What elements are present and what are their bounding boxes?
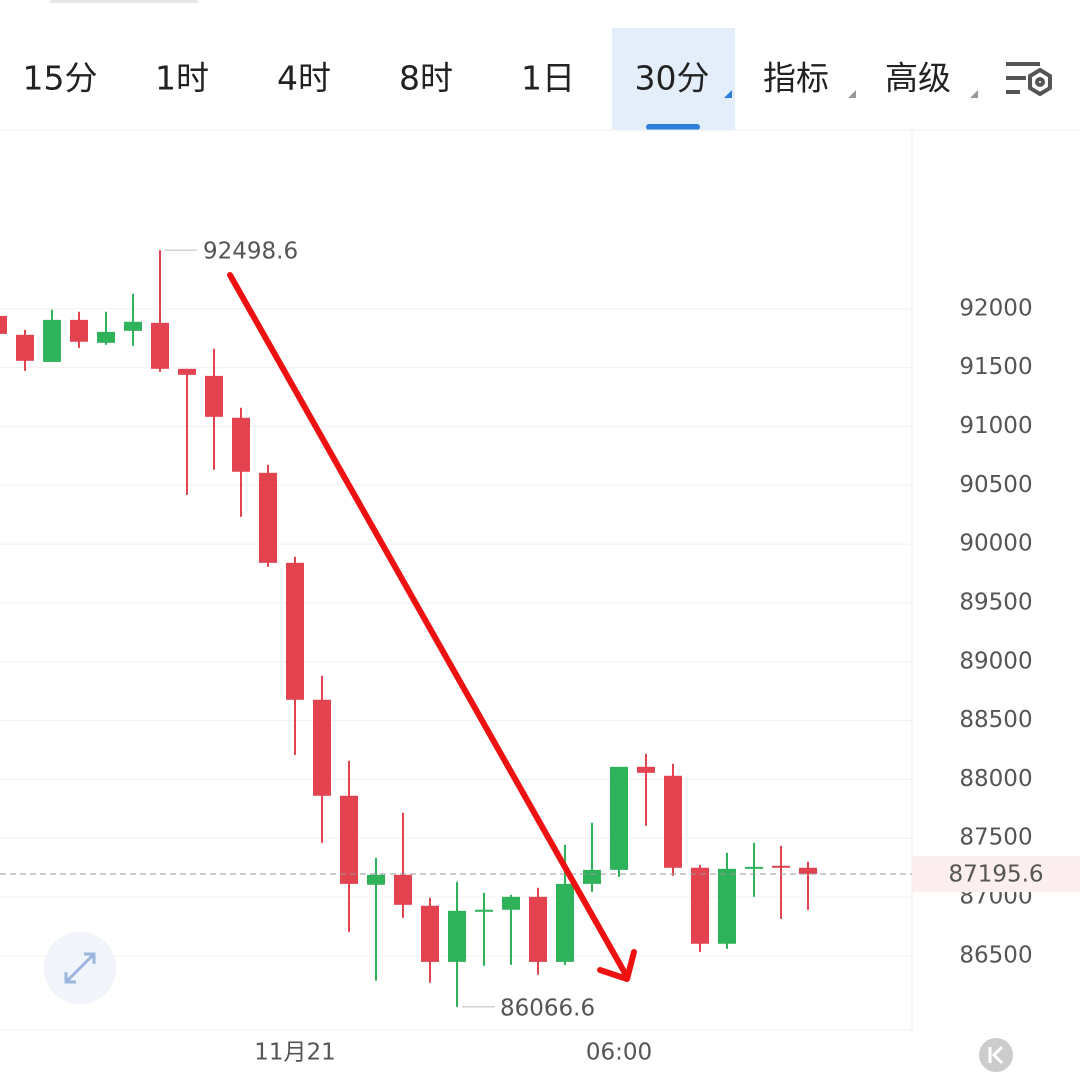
tab-dropdown-mark	[970, 90, 978, 98]
candle-body	[124, 321, 142, 331]
y-tick-label: 92000	[959, 295, 1032, 321]
max-label: 92498.6	[203, 239, 298, 265]
candle-body	[97, 331, 115, 343]
settings-icon[interactable]	[1006, 62, 1052, 97]
tab[interactable]: 1时	[155, 59, 209, 98]
top-handle	[50, 0, 198, 3]
candle-body	[16, 334, 34, 361]
candle-body	[475, 909, 493, 912]
candle-body	[286, 562, 304, 700]
candle-body	[583, 869, 601, 884]
candle-body	[745, 866, 763, 869]
candle-body	[502, 896, 520, 910]
y-tick-label: 90000	[959, 531, 1032, 557]
active-tab-bg	[612, 28, 735, 130]
candle-body	[43, 319, 61, 362]
candle-body	[313, 699, 331, 796]
min-label: 86066.6	[500, 995, 595, 1021]
candle-body	[178, 368, 196, 375]
candle-body	[448, 910, 466, 962]
candle-body	[259, 472, 277, 563]
candle-body	[529, 896, 547, 962]
candle-body	[151, 322, 169, 369]
x-tick-label: 06:00	[586, 1040, 652, 1066]
tab[interactable]: 15分	[23, 59, 98, 98]
candle-body	[394, 874, 412, 905]
tab[interactable]: 高级	[885, 59, 951, 98]
candle-body	[637, 766, 655, 773]
tab-dropdown-mark	[848, 90, 856, 98]
trend-arrow-head	[597, 949, 637, 982]
candle-body	[205, 375, 223, 417]
tab-dropdown-mark	[724, 90, 732, 98]
y-tick-label: 90500	[959, 472, 1032, 498]
y-tick-label: 87500	[959, 825, 1032, 851]
x-tick-label: 11月21	[254, 1040, 336, 1066]
back-to-latest-button[interactable]	[979, 1038, 1013, 1072]
last-price-label: 87195.6	[948, 862, 1043, 888]
candle-body	[664, 775, 682, 868]
candle-body	[70, 319, 88, 342]
last-price-bg	[912, 856, 1080, 893]
y-tick-label: 88500	[959, 707, 1032, 733]
candle-body	[772, 865, 790, 868]
y-tick-label: 91000	[959, 413, 1032, 439]
candle-body	[799, 867, 817, 875]
candle-body	[340, 795, 358, 884]
trend-arrow	[227, 272, 629, 978]
y-tick-label: 88000	[959, 766, 1032, 792]
active-tab-underline	[646, 124, 700, 130]
candle-body	[0, 315, 7, 334]
tab[interactable]: 1日	[521, 59, 575, 98]
expand-button[interactable]	[44, 932, 116, 1004]
tab[interactable]: 30分	[635, 59, 710, 98]
plot: 8650087000875008800088500890008950090000…	[0, 239, 1080, 1066]
candle-body	[556, 883, 574, 962]
candle-body	[421, 905, 439, 962]
tab[interactable]: 指标	[763, 59, 829, 98]
candle-body	[718, 868, 736, 944]
tab[interactable]: 4时	[277, 59, 331, 98]
candle-body	[691, 867, 709, 944]
tab[interactable]: 8时	[399, 59, 453, 98]
candle-body	[610, 766, 628, 870]
candle-body	[367, 874, 385, 885]
y-tick-label: 89500	[959, 589, 1032, 615]
y-tick-label: 86500	[959, 942, 1032, 968]
candle-body	[232, 417, 250, 472]
y-tick-label: 91500	[959, 354, 1032, 380]
y-tick-label: 89000	[959, 648, 1032, 674]
